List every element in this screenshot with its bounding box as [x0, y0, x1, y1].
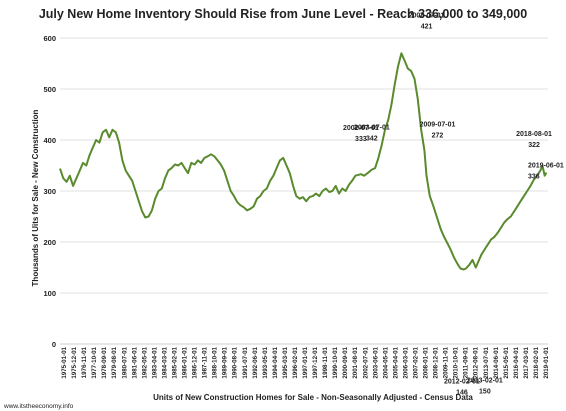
x-tick-label: 2018-02-01 — [533, 346, 540, 378]
x-tick-label: 2010-10-01 — [453, 346, 460, 378]
x-tick-label: 2015-05-01 — [503, 346, 510, 378]
x-tick-label: 2008-12-01 — [433, 346, 440, 378]
gridlines — [60, 37, 548, 345]
x-tick-label: 1975-01-01 — [61, 346, 68, 378]
x-tick-label: 2004-05-01 — [382, 346, 389, 378]
y-tick-label: 0 — [52, 340, 56, 349]
x-tick-label: 1994-04-01 — [272, 346, 279, 378]
x-tick-label: 1990-08-01 — [232, 346, 239, 378]
x-tick-label: 1986-01-01 — [182, 346, 189, 378]
x-tick-label: 2002-07-01 — [362, 346, 369, 378]
x-tick-label: 1996-02-01 — [292, 346, 299, 378]
annotation-value: 146 — [456, 390, 468, 397]
x-tick-label: 1979-08-01 — [111, 346, 118, 378]
x-tick-label: 1985-02-01 — [171, 346, 178, 378]
series-line — [59, 52, 548, 271]
y-tick-label: 600 — [43, 34, 56, 43]
x-tick-label: 1993-05-01 — [262, 346, 269, 378]
annotation-label: 2009-07-01 — [420, 121, 456, 128]
annotation-label: 2013-02-01 — [467, 378, 503, 385]
x-tick-label: 1982-05-01 — [141, 346, 148, 378]
annotation-value: 272 — [432, 132, 444, 139]
chart-title: July New Home Inventory Should Rise from… — [39, 7, 527, 21]
x-tick-label: 2000-09-01 — [342, 346, 349, 378]
annotation-label: 2003-07-01 — [354, 125, 390, 132]
x-tick-label: 2003-06-01 — [372, 346, 379, 378]
x-tick-label: 1997-01-01 — [302, 346, 309, 378]
y-tick-label: 200 — [43, 238, 56, 247]
x-tick-label: 2006-03-01 — [402, 346, 409, 378]
x-tick-label: 2011-09-01 — [463, 346, 470, 378]
x-tick-label: 1984-03-01 — [161, 346, 168, 378]
annotation-value: 336 — [528, 174, 540, 181]
x-tick-label: 1986-12-01 — [192, 346, 199, 378]
annotation-value: 150 — [479, 389, 491, 396]
y-tick-label: 100 — [43, 289, 56, 298]
y-tick-label: 300 — [43, 187, 56, 196]
x-tick-label: 2009-11-01 — [443, 346, 450, 378]
x-tick-label: 1976-11-01 — [81, 346, 88, 378]
y-tick-label: 400 — [43, 136, 56, 145]
annotation-value: 322 — [528, 142, 540, 149]
y-axis-ticks: 0 100 200 300 400 500 600 — [43, 34, 56, 349]
x-tick-label: 1992-06-01 — [252, 346, 259, 378]
x-tick-label: 2012-08-01 — [473, 346, 480, 378]
x-tick-label: 2008-01-01 — [423, 346, 430, 378]
x-tick-label: 2017-03-01 — [523, 346, 530, 378]
x-tick-label: 1981-06-01 — [131, 346, 138, 378]
annotation-label: 2008-07-01 — [409, 12, 445, 19]
x-tick-label: 1983-04-01 — [151, 346, 158, 378]
footer-url: www.itstheeconomy.info — [3, 403, 74, 410]
annotation-label: 2002-07-01 — [343, 125, 379, 132]
x-tick-label: 1999-10-01 — [332, 346, 339, 378]
x-tick-label: 1980-07-01 — [121, 346, 128, 378]
y-axis-label: Thousands of Uits for Sale - New Constru… — [31, 109, 40, 286]
x-tick-label: 1998-11-01 — [322, 346, 329, 378]
annotation-label: 2019-06-01 — [528, 163, 564, 170]
x-axis-ticks: 1975-01-01 1975-12-01 1976-11-01 1977-10-01… — [61, 346, 550, 378]
x-tick-label: 1989-09-01 — [222, 346, 229, 378]
x-tick-label: 2013-07-01 — [483, 346, 490, 378]
annotation-value: 421 — [421, 23, 433, 30]
x-tick-label: 1991-07-01 — [242, 346, 249, 378]
x-axis-label: Units of New Construction Homes for Sale… — [153, 393, 473, 402]
annotation-value: 333 — [355, 136, 367, 143]
x-tick-label: 2005-04-01 — [392, 346, 399, 378]
x-tick-label: 2001-08-01 — [352, 346, 359, 378]
x-tick-label: 1977-10-01 — [91, 346, 98, 378]
x-tick-label: 1995-03-01 — [282, 346, 289, 378]
x-tick-label: 2019-01-01 — [543, 346, 550, 378]
x-tick-label: 1975-12-01 — [71, 346, 78, 378]
x-tick-label: 1997-12-01 — [312, 346, 319, 378]
x-tick-label: 2016-04-01 — [513, 346, 520, 378]
annotation-label: 2012-02-01 — [444, 379, 480, 386]
x-tick-label: 2007-02-01 — [412, 346, 419, 378]
x-tick-label: 2014-06-01 — [493, 346, 500, 378]
annotations: 2002-07-01 333 2003-07-01 342 2008-07-01 421 2… — [343, 12, 564, 396]
x-tick-label: 1978-09-01 — [101, 346, 108, 378]
y-tick-label: 500 — [43, 85, 56, 94]
annotation-value: 342 — [366, 136, 378, 143]
x-tick-label: 1988-10-01 — [212, 346, 219, 378]
x-tick-label: 1987-11-01 — [202, 346, 209, 378]
annotation-label: 2018-08-01 — [516, 131, 552, 138]
